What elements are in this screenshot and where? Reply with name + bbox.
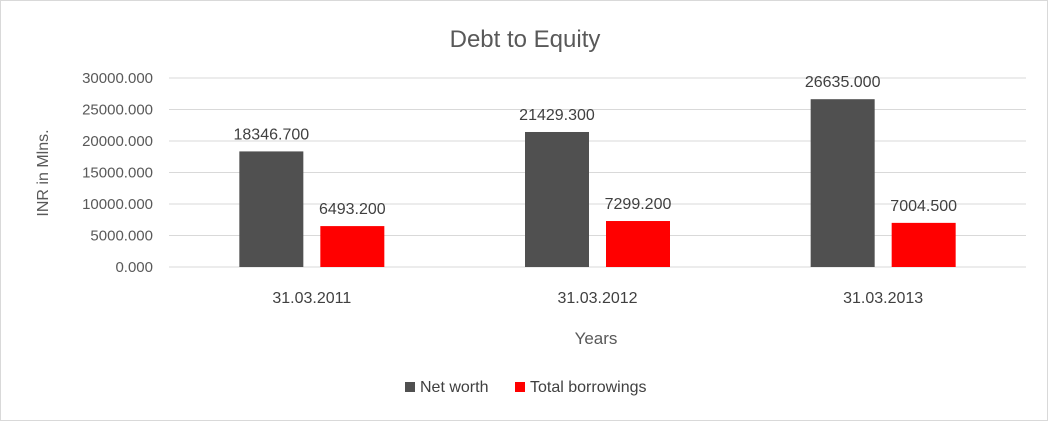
x-tick-label: 31.03.2013 — [843, 290, 923, 307]
bar-net-worth — [525, 131, 589, 267]
legend-label: Total borrowings — [530, 379, 647, 396]
x-tick-label: 31.03.2011 — [272, 290, 351, 307]
gridlines — [169, 77, 1026, 268]
bar-net-worth — [810, 99, 875, 268]
legend-label: Net worth — [420, 379, 488, 396]
y-tick-label: 20000.000 — [82, 133, 153, 150]
chart-title: Debt to Equity — [450, 26, 601, 53]
bar-total-borrowings — [606, 221, 670, 267]
bar-total-borrowings — [891, 222, 956, 267]
bar-net-worth — [239, 151, 304, 267]
data-label: 18346.700 — [234, 126, 310, 143]
bar-total-borrowings — [320, 226, 385, 267]
data-label: 7004.500 — [890, 198, 957, 215]
legend-swatch — [405, 382, 415, 392]
bars — [239, 99, 956, 268]
data-label: 21429.300 — [519, 107, 595, 124]
labels: Debt to Equity Years INR in Mlns. 0.000 5… — [35, 26, 957, 348]
data-label: 26635.000 — [805, 74, 881, 91]
legend: Net worth Total borrowings — [405, 379, 647, 396]
y-tick-label: 30000.000 — [82, 70, 153, 87]
y-tick-label: 5000.000 — [90, 228, 153, 245]
y-axis-title: INR in Mlns. — [35, 129, 52, 216]
y-tick-label: 25000.000 — [82, 102, 153, 119]
data-label: 6493.200 — [319, 201, 386, 218]
legend-swatch — [515, 382, 525, 392]
y-tick-label: 10000.000 — [82, 196, 153, 213]
data-label: 7299.200 — [605, 196, 672, 213]
y-tick-label: 15000.000 — [82, 165, 153, 182]
x-axis-title: Years — [575, 329, 618, 348]
y-tick-label: 0.000 — [115, 259, 153, 276]
x-tick-label: 31.03.2012 — [557, 290, 637, 307]
